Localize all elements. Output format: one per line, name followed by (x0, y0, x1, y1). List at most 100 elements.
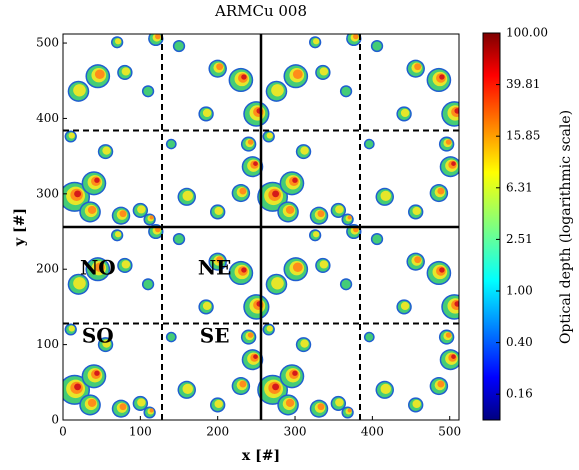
cloud (74, 383, 82, 391)
cloud (380, 383, 392, 394)
cloud (412, 206, 421, 216)
cloud (271, 84, 284, 97)
colorbar-tick-label: 0.40 (506, 335, 533, 349)
cloud (102, 339, 111, 348)
cloud (149, 408, 154, 413)
cloud (312, 38, 320, 45)
cloud (335, 205, 344, 214)
cloud (437, 187, 445, 195)
x-tick-label: 0 (59, 425, 67, 439)
colorbar-tick-label: 6.31 (506, 180, 533, 194)
annotation: SO (82, 324, 114, 348)
cloud (372, 234, 382, 244)
colorbar-label: Optical depth (logarithmic scale) (558, 110, 574, 344)
cloud (285, 205, 295, 214)
cloud (317, 403, 325, 411)
cloud (400, 301, 410, 311)
x-tick-label: 100 (129, 425, 152, 439)
annotation: NE (198, 256, 232, 280)
cloud (87, 205, 97, 214)
cloud (216, 63, 224, 71)
cloud (202, 301, 212, 311)
cloud (285, 398, 295, 407)
cloud (319, 67, 329, 76)
cloud (114, 231, 122, 238)
cloud (114, 38, 122, 45)
colorbar-tick-label: 100.00 (506, 26, 548, 40)
cloud (412, 399, 421, 409)
cloud (216, 256, 224, 264)
cloud (353, 34, 359, 40)
colorbar (482, 32, 501, 421)
y-tick-label: 200 (36, 262, 59, 276)
cloud (94, 69, 105, 79)
cloud (300, 146, 309, 155)
cloud (202, 108, 212, 118)
cloud (445, 139, 452, 145)
cloud (73, 277, 86, 290)
colorbar-tick-label: 1.00 (506, 284, 533, 298)
x-tick-label: 500 (438, 425, 461, 439)
y-tick-label: 100 (36, 337, 59, 351)
cloud (119, 403, 127, 411)
colorbar-tick-label: 0.16 (506, 387, 533, 401)
cloud (317, 210, 325, 218)
y-tick-label: 0 (51, 413, 59, 427)
cloud (68, 325, 75, 332)
colorbar-tick-label: 2.51 (506, 232, 533, 246)
cloud (143, 279, 153, 289)
cloud (87, 398, 97, 407)
cloud (292, 177, 298, 183)
y-tick-label: 500 (36, 36, 59, 50)
cloud (94, 370, 100, 376)
cloud (241, 267, 247, 273)
cloud (121, 260, 131, 269)
cloud (239, 380, 247, 388)
cloud (272, 190, 280, 198)
cloud (121, 67, 131, 76)
cloud (451, 354, 456, 359)
y-tick-label: 400 (36, 111, 59, 125)
x-tick-label: 400 (361, 425, 384, 439)
cloud (182, 383, 194, 394)
cloud (451, 161, 456, 166)
cloud (155, 34, 161, 40)
cloud (266, 325, 273, 332)
cloud (266, 132, 273, 139)
cloud (182, 190, 194, 201)
cloud (271, 277, 284, 290)
cloud (167, 333, 176, 341)
cloud (149, 215, 154, 220)
plot-frame (62, 33, 460, 421)
cloud (341, 279, 351, 289)
cloud (292, 370, 298, 376)
cloud (174, 234, 184, 244)
cloud (214, 206, 223, 216)
cloud (414, 63, 422, 71)
colorbar-tick-label: 15.85 (506, 129, 540, 143)
x-tick-label: 200 (206, 425, 229, 439)
cloud (347, 408, 352, 413)
cloud (247, 332, 254, 338)
cloud (73, 84, 86, 97)
cloud (454, 301, 459, 307)
x-axis-label: x [#] (242, 448, 280, 464)
cloud (312, 231, 320, 238)
cloud (437, 380, 445, 388)
cloud (241, 74, 247, 80)
cloud (247, 139, 254, 145)
y-axis-label: y [#] (12, 208, 28, 247)
cloud (454, 108, 459, 114)
cloud (137, 205, 146, 214)
x-tick-label: 300 (284, 425, 307, 439)
cloud (174, 41, 184, 51)
cloud (119, 210, 127, 218)
cloud (319, 260, 329, 269)
cloud (341, 86, 351, 96)
cloud (272, 383, 280, 391)
cloud (253, 161, 258, 166)
cloud-field (63, 34, 459, 419)
cloud (439, 74, 445, 80)
cloud (300, 339, 309, 348)
